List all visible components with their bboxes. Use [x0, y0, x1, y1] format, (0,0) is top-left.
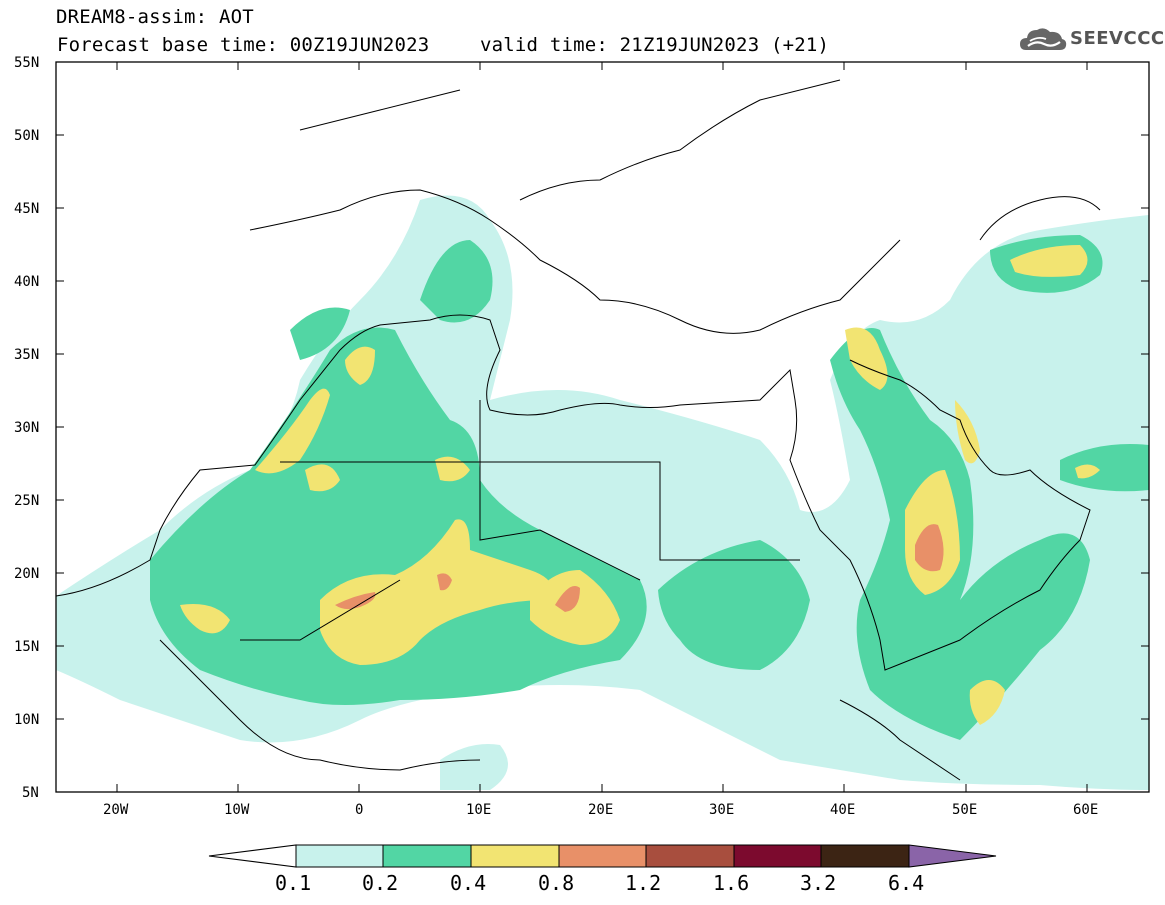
lon-tick-label: 50E: [952, 802, 977, 818]
lon-tick-label: 40E: [830, 802, 855, 818]
colorbar-swatch: [470, 844, 560, 868]
lon-tick-label: 60E: [1073, 802, 1098, 818]
colorbar-swatch: [733, 844, 822, 868]
colorbar-swatch: [382, 844, 472, 868]
valid-time: valid time: 21Z19JUN2023 (+21): [480, 34, 830, 56]
lat-tick-label: 10N: [14, 712, 39, 728]
lat-tick-label: 50N: [14, 128, 39, 144]
colorbar-low-arrow: [208, 844, 297, 868]
colorbar: 0.1 0.2 0.4 0.8 1.2 1.6 3.2 6.4: [208, 844, 997, 895]
lon-tick-label: 30E: [709, 802, 734, 818]
colorbar-label: 1.6: [713, 871, 749, 895]
aot-level-0.8: [335, 524, 944, 612]
lat-tick-label: 15N: [14, 639, 39, 655]
lat-tick-label: 30N: [14, 420, 39, 436]
coastlines: [56, 79, 1101, 781]
lat-tick-label: 35N: [14, 347, 39, 363]
map-title: DREAM8-assim: AOT: [56, 6, 254, 28]
lon-tick-label: 0: [355, 802, 363, 818]
seevccc-logo: SEEVCCC: [1018, 22, 1164, 58]
latitude-axis: 55N 50N 45N 40N 35N 30N 25N 20N 15N 10N …: [14, 55, 1149, 801]
lat-tick-label: 20N: [14, 566, 39, 582]
forecast-base-time: Forecast base time: 00Z19JUN2023: [57, 34, 430, 56]
colorbar-label: 6.4: [888, 871, 924, 895]
cloud-icon: [1020, 28, 1067, 50]
colorbar-label: 3.2: [800, 871, 836, 895]
colorbar-label: 0.2: [362, 871, 398, 895]
lat-tick-label: 55N: [14, 55, 39, 71]
lon-tick-label: 20E: [588, 802, 613, 818]
lon-tick-label: 10E: [466, 802, 491, 818]
lat-tick-label: 5N: [22, 785, 39, 801]
colorbar-swatch: [820, 844, 910, 868]
logo-text: SEEVCCC: [1070, 28, 1165, 49]
lat-tick-label: 25N: [14, 493, 39, 509]
colorbar-label: 0.4: [450, 871, 486, 895]
colorbar-swatch: [558, 844, 647, 868]
aot-level-0.2: [150, 235, 1149, 740]
lat-tick-label: 45N: [14, 201, 39, 217]
lon-tick-label: 10W: [224, 802, 250, 818]
lon-tick-label: 20W: [103, 802, 129, 818]
colorbar-label: 0.1: [275, 871, 311, 895]
colorbar-high-arrow: [908, 844, 997, 868]
longitude-axis: 20W 10W 0 10E 20E 30E 40E 50E 60E: [103, 62, 1098, 818]
colorbar-label: 1.2: [625, 871, 661, 895]
lat-tick-label: 40N: [14, 274, 39, 290]
dust-field: [56, 195, 1149, 790]
colorbar-swatch: [645, 844, 735, 868]
colorbar-label: 0.8: [538, 871, 574, 895]
colorbar-swatch: [295, 844, 384, 868]
